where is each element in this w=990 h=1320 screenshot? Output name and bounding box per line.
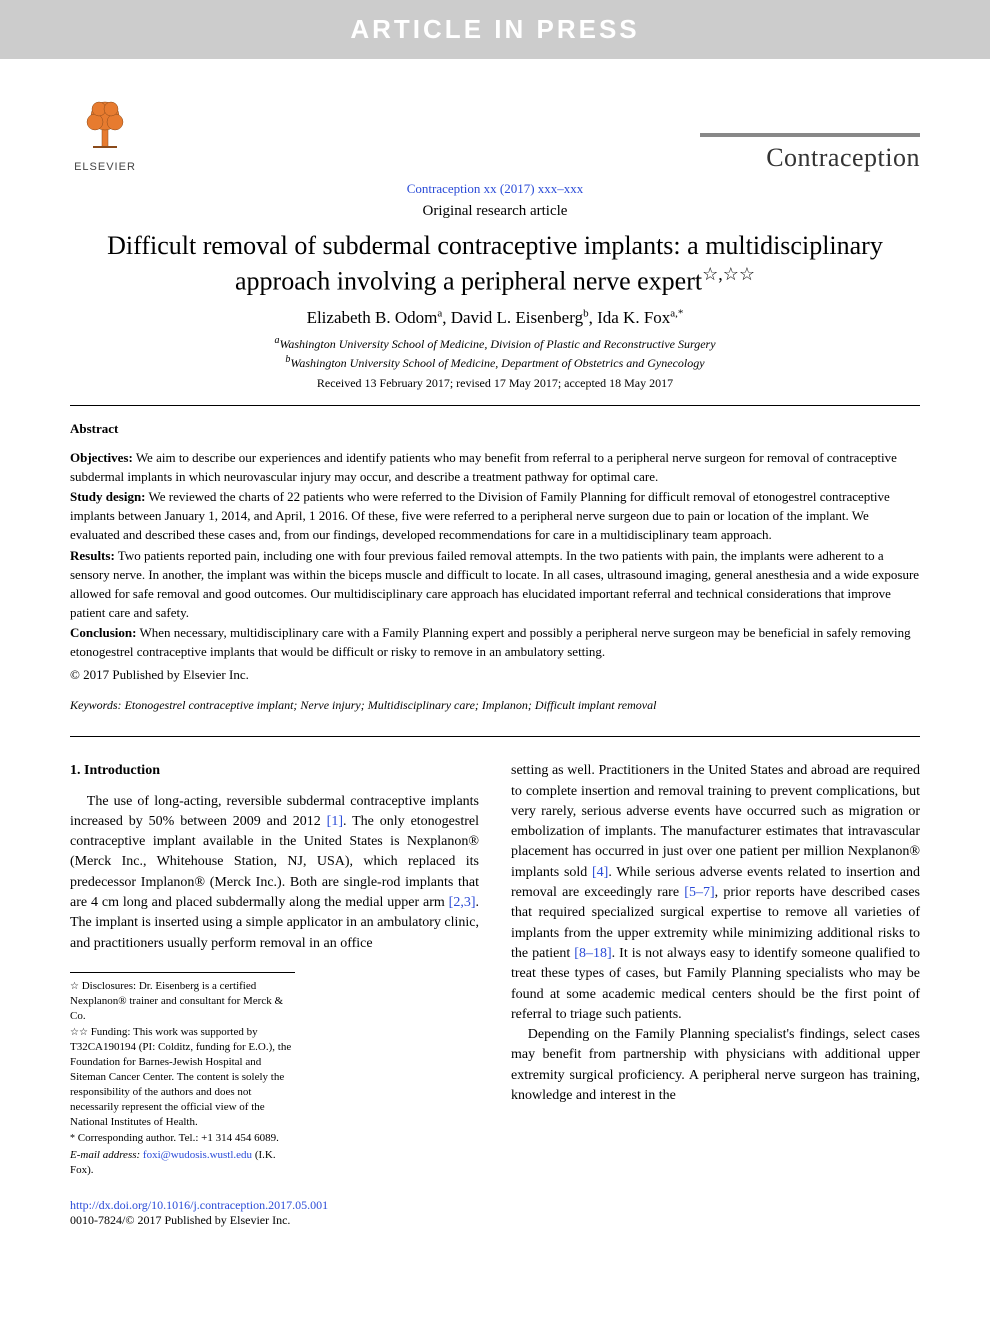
abstract-results: Results: Two patients reported pain, inc… [70, 547, 920, 622]
conclusion-text: When necessary, multidisciplinary care w… [70, 625, 911, 659]
author-3: Ida K. Foxa,* [597, 308, 683, 327]
article-type: Original research article [70, 203, 920, 220]
author-2-aff: b [583, 308, 589, 320]
ref-4[interactable]: [4] [592, 865, 608, 880]
abstract-copyright: © 2017 Published by Elsevier Inc. [70, 666, 920, 685]
fn3-text: Corresponding author. Tel.: +1 314 454 6… [78, 1132, 279, 1144]
title-text: Difficult removal of subdermal contracep… [107, 231, 883, 295]
footnote-funding: ☆☆ Funding: This work was supported by T… [70, 1025, 295, 1129]
abstract-objectives: Objectives: We aim to describe our exper… [70, 449, 920, 487]
body-columns: 1. Introduction The use of long-acting, … [70, 761, 920, 1180]
abstract-heading: Abstract [70, 420, 920, 439]
email-label: E-mail address: [70, 1149, 140, 1161]
ref-5-7[interactable]: [5–7] [684, 885, 714, 900]
fn1-text: Disclosures: Dr. Eisenberg is a certifie… [70, 980, 283, 1022]
publisher-block: ELSEVIER [70, 89, 140, 173]
author-2: David L. Eisenbergb [451, 308, 589, 327]
author-1: Elizabeth B. Odoma [307, 308, 443, 327]
elsevier-tree-icon [70, 89, 140, 159]
results-label: Results: [70, 548, 115, 563]
email-link[interactable]: foxi@wudosis.wustl.edu [143, 1149, 252, 1161]
header-row: ELSEVIER Contraception [70, 89, 920, 173]
abstract-conclusion: Conclusion: When necessary, multidiscipl… [70, 624, 920, 662]
article-title: Difficult removal of subdermal contracep… [80, 230, 910, 298]
author-1-name: Elizabeth B. Odom [307, 308, 438, 327]
column-left: 1. Introduction The use of long-acting, … [70, 761, 479, 1180]
footnote-corresponding: * Corresponding author. Tel.: +1 314 454… [70, 1131, 295, 1146]
keywords-label: Keywords: [70, 698, 122, 712]
footnote-disclosure: ☆ Disclosures: Dr. Eisenberg is a certif… [70, 979, 295, 1024]
results-text: Two patients reported pain, including on… [70, 548, 919, 620]
design-label: Study design: [70, 489, 146, 504]
author-list: Elizabeth B. Odoma, David L. Eisenbergb,… [70, 308, 920, 329]
keywords: Keywords: Etonogestrel contraceptive imp… [70, 697, 920, 714]
section-1-heading: 1. Introduction [70, 761, 479, 781]
fn2-text: Funding: This work was supported by T32C… [70, 1026, 291, 1127]
journal-rule [700, 133, 920, 137]
fn2-mark: ☆☆ [70, 1027, 88, 1038]
affiliation-b-text: Washington University School of Medicine… [290, 356, 704, 370]
journal-name: Contraception [700, 143, 920, 173]
author-3-aff: a,* [670, 308, 683, 320]
footnotes: ☆ Disclosures: Dr. Eisenberg is a certif… [70, 972, 295, 1178]
affiliation-a-text: Washington University School of Medicine… [279, 337, 715, 351]
author-3-name: Ida K. Fox [597, 308, 670, 327]
intro-para-1-left: The use of long-acting, reversible subde… [70, 792, 479, 954]
publisher-name: ELSEVIER [74, 161, 136, 173]
intro-para-2-right: Depending on the Family Planning special… [511, 1025, 920, 1106]
doi-block: http://dx.doi.org/10.1016/j.contraceptio… [70, 1198, 920, 1228]
abstract-block: Abstract Objectives: We aim to describe … [70, 406, 920, 736]
article-in-press-banner: ARTICLE IN PRESS [0, 0, 990, 59]
ref-8-18[interactable]: [8–18] [574, 946, 611, 961]
intro-para-1-right: setting as well. Practitioners in the Un… [511, 761, 920, 1025]
design-text: We reviewed the charts of 22 patients wh… [70, 489, 890, 542]
ref-1[interactable]: [1] [327, 814, 343, 829]
journal-block: Contraception [700, 133, 920, 173]
fn3-mark: * [70, 1133, 75, 1144]
issn-copyright: 0010-7824/© 2017 Published by Elsevier I… [70, 1213, 920, 1228]
ref-2-3[interactable]: [2,3] [449, 895, 476, 910]
rule-bottom [70, 736, 920, 737]
author-2-name: David L. Eisenberg [451, 308, 583, 327]
affiliation-a: aWashington University School of Medicin… [70, 334, 920, 353]
column-right: setting as well. Practitioners in the Un… [511, 761, 920, 1180]
abstract-design: Study design: We reviewed the charts of … [70, 488, 920, 545]
title-footnote-marks: ☆,☆☆ [702, 264, 755, 284]
p2a: setting as well. Practitioners in the Un… [511, 763, 920, 879]
article-dates: Received 13 February 2017; revised 17 Ma… [70, 376, 920, 391]
affiliations: aWashington University School of Medicin… [70, 334, 920, 372]
author-1-aff: a [437, 308, 442, 320]
citation-line: Contraception xx (2017) xxx–xxx [70, 181, 920, 197]
objectives-text: We aim to describe our experiences and i… [70, 450, 897, 484]
keywords-text: Etonogestrel contraceptive implant; Nerv… [125, 698, 657, 712]
doi-link[interactable]: http://dx.doi.org/10.1016/j.contraceptio… [70, 1198, 328, 1212]
footnote-email: E-mail address: foxi@wudosis.wustl.edu (… [70, 1148, 295, 1178]
page-content: ELSEVIER Contraception Contraception xx … [0, 59, 990, 1268]
affiliation-b: bWashington University School of Medicin… [70, 353, 920, 372]
objectives-label: Objectives: [70, 450, 133, 465]
conclusion-label: Conclusion: [70, 625, 136, 640]
fn1-mark: ☆ [70, 981, 79, 992]
